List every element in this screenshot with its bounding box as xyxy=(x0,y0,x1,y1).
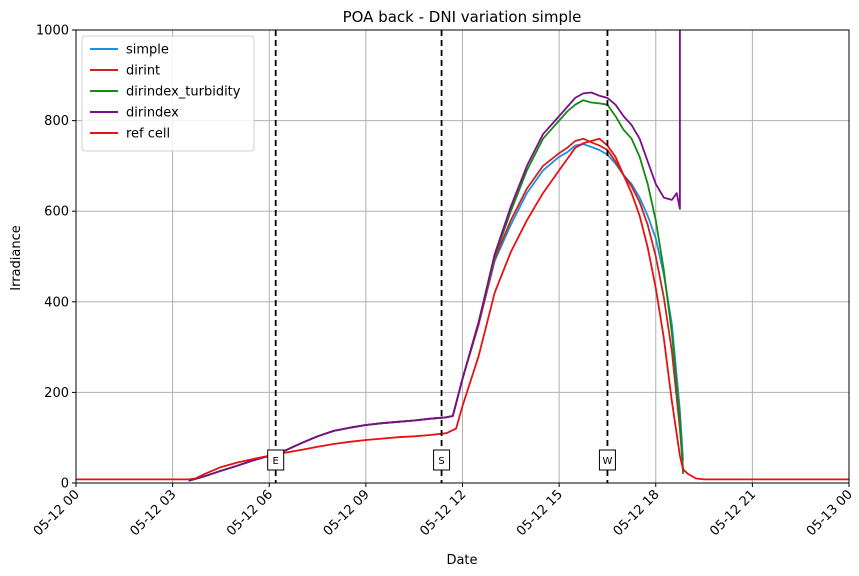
y-tick-label: 600 xyxy=(44,205,69,220)
y-tick-label: 800 xyxy=(44,114,69,129)
y-tick-label: 400 xyxy=(44,295,69,310)
legend-box xyxy=(81,35,255,152)
y-tick-label: 1000 xyxy=(36,24,69,39)
marker-label-s: S xyxy=(438,456,444,467)
y-tick-label: 0 xyxy=(61,477,69,492)
x-axis-label: Date xyxy=(446,553,477,568)
marker-label-w: W xyxy=(602,456,612,467)
marker-box-e xyxy=(267,449,285,471)
y-tick-label: 200 xyxy=(44,386,69,401)
legend-entry-label: ref cell xyxy=(126,127,170,142)
marker-label-e: E xyxy=(273,456,279,467)
series-layer xyxy=(76,30,849,482)
series-line-dirindex xyxy=(188,30,681,482)
y-axis: 0 200 400 600 800 1000 xyxy=(36,24,76,492)
legend-entry-label: dirindex xyxy=(126,106,179,121)
legend-entry-label: dirint xyxy=(126,64,160,79)
legend-entry-label: dirindex_turbidity xyxy=(126,85,241,100)
marker-box-w xyxy=(598,449,616,471)
marker-box-s xyxy=(433,449,451,471)
legend: simple dirint dirindex_turbidity dirindex re… xyxy=(81,35,255,152)
chart-title: POA back - DNI variation simple xyxy=(343,8,582,26)
legend-entry-label: simple xyxy=(126,43,169,58)
y-axis-label: Irradiance xyxy=(9,225,24,290)
